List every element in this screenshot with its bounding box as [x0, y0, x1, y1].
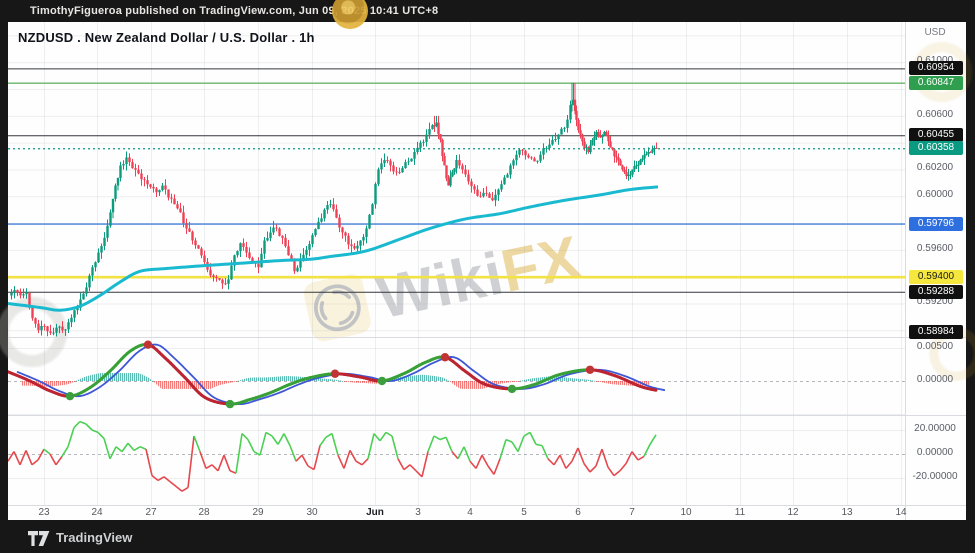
time-label: 3 — [415, 507, 421, 518]
wikifx-gold-emblem-icon — [332, 0, 368, 29]
price-badge: 0.59400 — [909, 269, 963, 284]
published-bar: TimothyFigueroa published on TradingView… — [0, 0, 975, 22]
price-label: 0.59200 — [916, 296, 954, 308]
price-badge: 0.60455 — [909, 128, 963, 143]
indicator-scale-label: -20.00000 — [912, 471, 958, 482]
footer-bar: TradingView — [0, 523, 975, 553]
time-label: 13 — [841, 507, 853, 518]
time-label: 29 — [252, 507, 264, 518]
price-badge: 0.59288 — [909, 284, 963, 299]
time-label: 6 — [575, 507, 581, 518]
footer-brand: TradingView — [56, 530, 133, 545]
time-label: 24 — [91, 507, 103, 518]
indicator-scale-label: 0.00000 — [916, 447, 954, 458]
time-label: 28 — [198, 507, 210, 518]
published-text: TimothyFigueroa published on TradingView… — [30, 5, 439, 17]
time-label: Jun — [366, 507, 384, 518]
chart-container: WikiFX NZDUSD . New Zealand Dollar / U.S… — [0, 22, 975, 520]
currency-label: USD — [924, 27, 946, 38]
chart-title: NZDUSD . New Zealand Dollar / U.S. Dolla… — [18, 30, 315, 45]
price-label: 0.60000 — [916, 189, 954, 201]
price-badge: 0.58984 — [909, 325, 963, 340]
tradingview-logo-icon — [28, 531, 50, 546]
time-label: 11 — [734, 507, 746, 518]
price-badge: 0.60358 — [909, 141, 963, 156]
price-label: 0.60200 — [916, 162, 954, 174]
time-label: 14 — [895, 507, 907, 518]
price-label: 0.61000 — [907, 55, 963, 66]
time-label: 12 — [787, 507, 799, 518]
indicator-scale-label: 20.00000 — [914, 423, 956, 434]
indicator-scale-label: 0.00500 — [916, 341, 954, 352]
price-badge: 0.60954 — [909, 61, 963, 76]
time-label: 30 — [306, 507, 318, 518]
time-label: 10 — [680, 507, 692, 518]
time-label: 4 — [467, 507, 473, 518]
price-badge: 0.60847 — [909, 75, 963, 90]
time-label: 23 — [38, 507, 50, 518]
price-label: 0.60600 — [916, 108, 954, 120]
price-badge: 0.59796 — [909, 216, 963, 231]
price-label: 0.59600 — [916, 242, 954, 254]
time-label: 7 — [629, 507, 635, 518]
price-chart-canvas[interactable] — [8, 22, 966, 520]
indicator-scale-label: 0.00000 — [916, 374, 954, 385]
time-label: 27 — [145, 507, 157, 518]
time-label: 5 — [521, 507, 527, 518]
